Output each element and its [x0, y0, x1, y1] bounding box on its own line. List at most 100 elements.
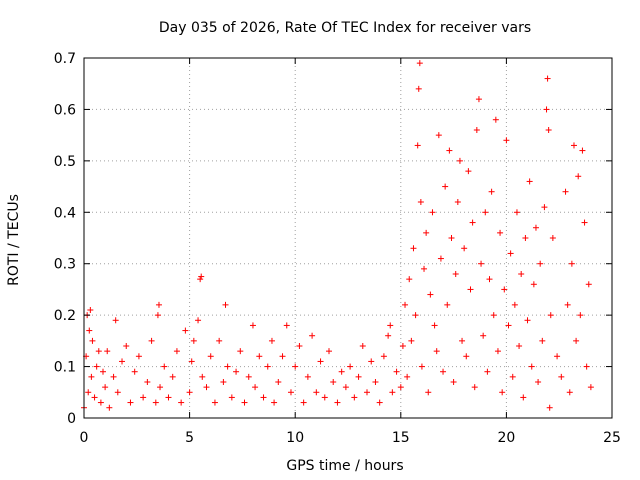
data-point: [520, 394, 527, 401]
data-point: [408, 337, 415, 344]
data-point: [264, 363, 271, 370]
data-point: [488, 188, 495, 195]
data-point: [579, 147, 586, 154]
data-point: [505, 322, 512, 329]
data-point: [93, 363, 100, 370]
data-point: [564, 301, 571, 308]
data-point: [541, 204, 548, 211]
data-point: [342, 384, 349, 391]
data-point: [507, 250, 514, 257]
data-point: [423, 229, 430, 236]
data-point: [104, 348, 111, 355]
grid: [83, 57, 613, 419]
data-point: [573, 337, 580, 344]
data-point: [296, 343, 303, 349]
data-point: [537, 260, 544, 267]
data-point: [544, 75, 551, 82]
data-point: [558, 373, 565, 380]
data-point: [271, 399, 278, 406]
x-tick-label: 0: [80, 430, 89, 446]
data-point: [516, 343, 523, 349]
data-point: [347, 363, 354, 370]
data-point: [583, 363, 590, 370]
data-point: [509, 373, 516, 380]
y-tick-label: 0.6: [54, 102, 76, 118]
data-point: [222, 301, 229, 308]
data-point: [100, 368, 107, 375]
data-point: [154, 312, 161, 319]
data-point: [484, 368, 491, 375]
data-point: [119, 358, 126, 365]
data-point: [287, 389, 294, 396]
data-point: [199, 373, 206, 380]
x-tick-label: 25: [603, 430, 621, 446]
data-point: [249, 322, 256, 329]
data-point: [97, 399, 104, 406]
data-point: [570, 142, 577, 149]
data-point: [587, 384, 594, 391]
data-point: [368, 358, 375, 365]
data-point: [131, 368, 138, 375]
data-point: [522, 235, 529, 241]
data-point: [233, 368, 240, 375]
data-point: [144, 379, 151, 385]
data-point: [359, 343, 366, 349]
data-point: [364, 389, 371, 396]
data-point: [300, 399, 307, 406]
data-point: [110, 373, 117, 380]
data-point: [513, 209, 520, 216]
data-point: [511, 301, 518, 308]
data-points: [81, 60, 594, 411]
data-point: [448, 235, 455, 241]
data-point: [473, 127, 480, 133]
data-point: [450, 379, 457, 385]
data-point: [190, 337, 197, 344]
data-point: [480, 332, 487, 339]
data-point: [585, 281, 592, 288]
data-point: [88, 373, 95, 380]
y-tick-label: 0.5: [54, 154, 76, 170]
data-point: [404, 373, 411, 380]
data-point: [444, 301, 451, 308]
data-point: [427, 291, 434, 298]
data-point: [393, 368, 400, 375]
x-tick-label: 20: [497, 430, 515, 446]
data-point: [417, 199, 424, 205]
chart-title: Day 035 of 2026, Rate Of TEC Index for r…: [159, 20, 531, 36]
data-point: [459, 337, 466, 344]
data-point: [165, 394, 172, 401]
data-point: [437, 255, 444, 262]
data-point: [431, 322, 438, 329]
data-point: [575, 173, 582, 180]
data-point: [195, 317, 202, 324]
data-point: [546, 404, 553, 411]
data-point: [182, 327, 189, 334]
data-point: [376, 399, 383, 406]
data-point: [435, 132, 442, 139]
data-point: [547, 312, 554, 319]
data-point: [169, 373, 176, 380]
data-point: [530, 281, 537, 288]
x-tick-label: 10: [286, 430, 304, 446]
data-point: [581, 219, 588, 226]
data-point: [203, 384, 210, 391]
data-point: [292, 363, 299, 370]
data-point: [566, 389, 573, 396]
data-point: [114, 389, 121, 396]
data-point: [334, 399, 341, 406]
data-point: [95, 348, 102, 355]
data-point: [197, 276, 204, 283]
data-point: [469, 219, 476, 226]
data-point: [440, 368, 447, 375]
data-point: [380, 353, 387, 360]
data-point: [389, 389, 396, 396]
data-point: [416, 60, 423, 67]
data-point: [478, 260, 485, 267]
data-point: [475, 96, 482, 103]
data-point: [304, 373, 311, 380]
data-point: [198, 273, 205, 280]
data-point: [123, 343, 130, 349]
data-point: [173, 348, 180, 355]
data-point: [463, 353, 470, 360]
